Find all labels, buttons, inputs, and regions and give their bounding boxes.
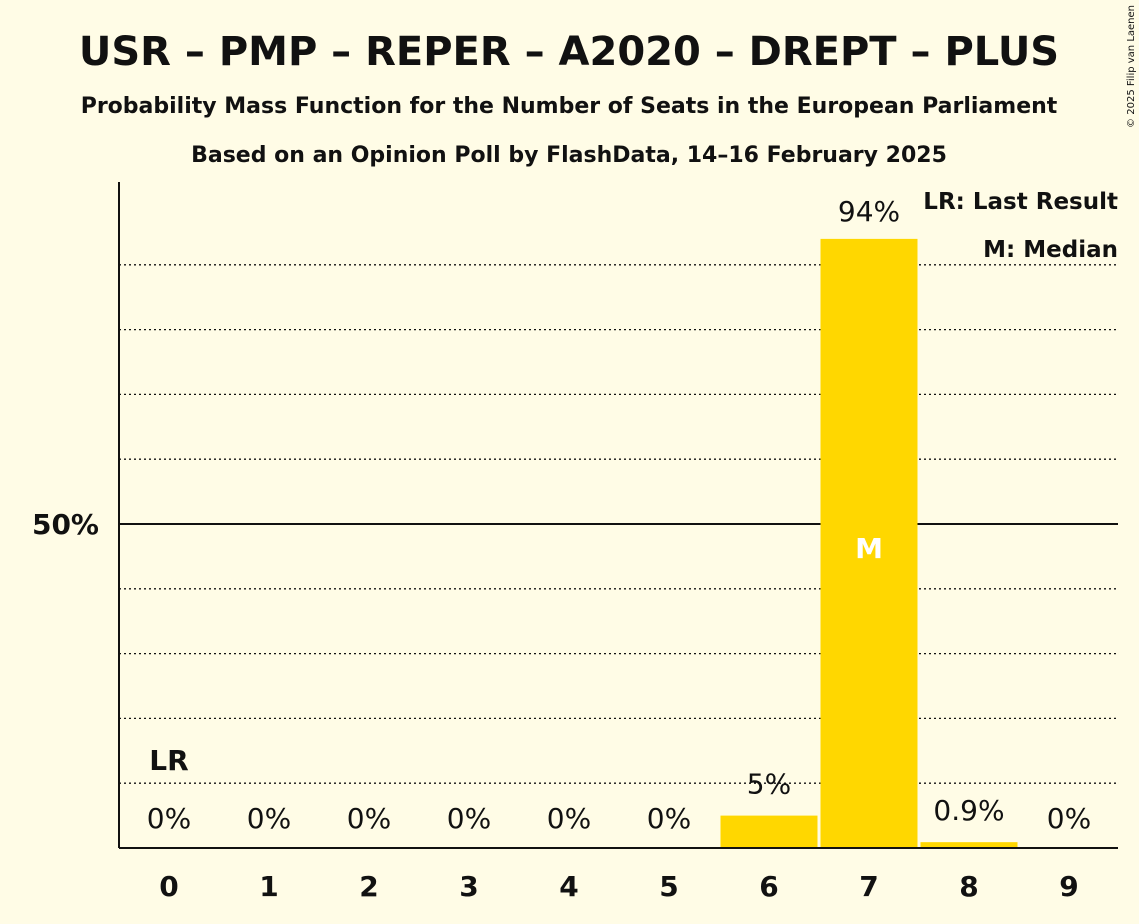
x-tick-label: 7 bbox=[859, 870, 878, 903]
chart-subtitle-2: Based on an Opinion Poll by FlashData, 1… bbox=[191, 143, 947, 168]
legend-last-result: LR: Last Result bbox=[923, 189, 1118, 215]
x-tick-label: 5 bbox=[659, 870, 678, 903]
data-label: 0% bbox=[247, 802, 291, 835]
x-tick-label: 9 bbox=[1059, 870, 1078, 903]
legend-median: M: Median bbox=[983, 237, 1118, 263]
data-label: 94% bbox=[838, 195, 900, 228]
x-tick-label: 1 bbox=[259, 870, 278, 903]
data-label: 0% bbox=[147, 802, 191, 835]
data-label: 0% bbox=[447, 802, 491, 835]
axes: 50% 0 1 2 3 4 5 6 7 8 9 bbox=[32, 182, 1118, 903]
last-result-marker: LR bbox=[149, 744, 188, 777]
y-tick-label: 50% bbox=[32, 508, 99, 541]
chart-title: USR – PMP – REPER – A2020 – DREPT – PLUS bbox=[79, 29, 1059, 75]
data-label: 0% bbox=[647, 802, 691, 835]
data-labels: 0% 0% 0% 0% 0% 0% 5% 94% 0.9% 0% LR M bbox=[147, 195, 1091, 835]
data-label: 0% bbox=[347, 802, 391, 835]
data-label: 0% bbox=[547, 802, 591, 835]
bar bbox=[820, 238, 918, 848]
bars bbox=[720, 238, 1018, 848]
chart-subtitle-1: Probability Mass Function for the Number… bbox=[81, 94, 1058, 119]
x-tick-label: 3 bbox=[459, 870, 478, 903]
gridlines bbox=[119, 264, 1118, 784]
x-tick-label: 8 bbox=[959, 870, 978, 903]
data-label: 0% bbox=[1047, 802, 1091, 835]
bar bbox=[720, 815, 818, 848]
bar bbox=[920, 842, 1018, 848]
data-label: 0.9% bbox=[933, 794, 1004, 827]
x-tick-label: 6 bbox=[759, 870, 778, 903]
copyright-text: © 2025 Filip van Laenen bbox=[1126, 5, 1137, 128]
x-tick-label: 4 bbox=[559, 870, 578, 903]
x-tick-label: 2 bbox=[359, 870, 378, 903]
x-tick-label: 0 bbox=[159, 870, 178, 903]
data-label: 5% bbox=[747, 768, 791, 801]
median-marker: M bbox=[855, 532, 883, 565]
